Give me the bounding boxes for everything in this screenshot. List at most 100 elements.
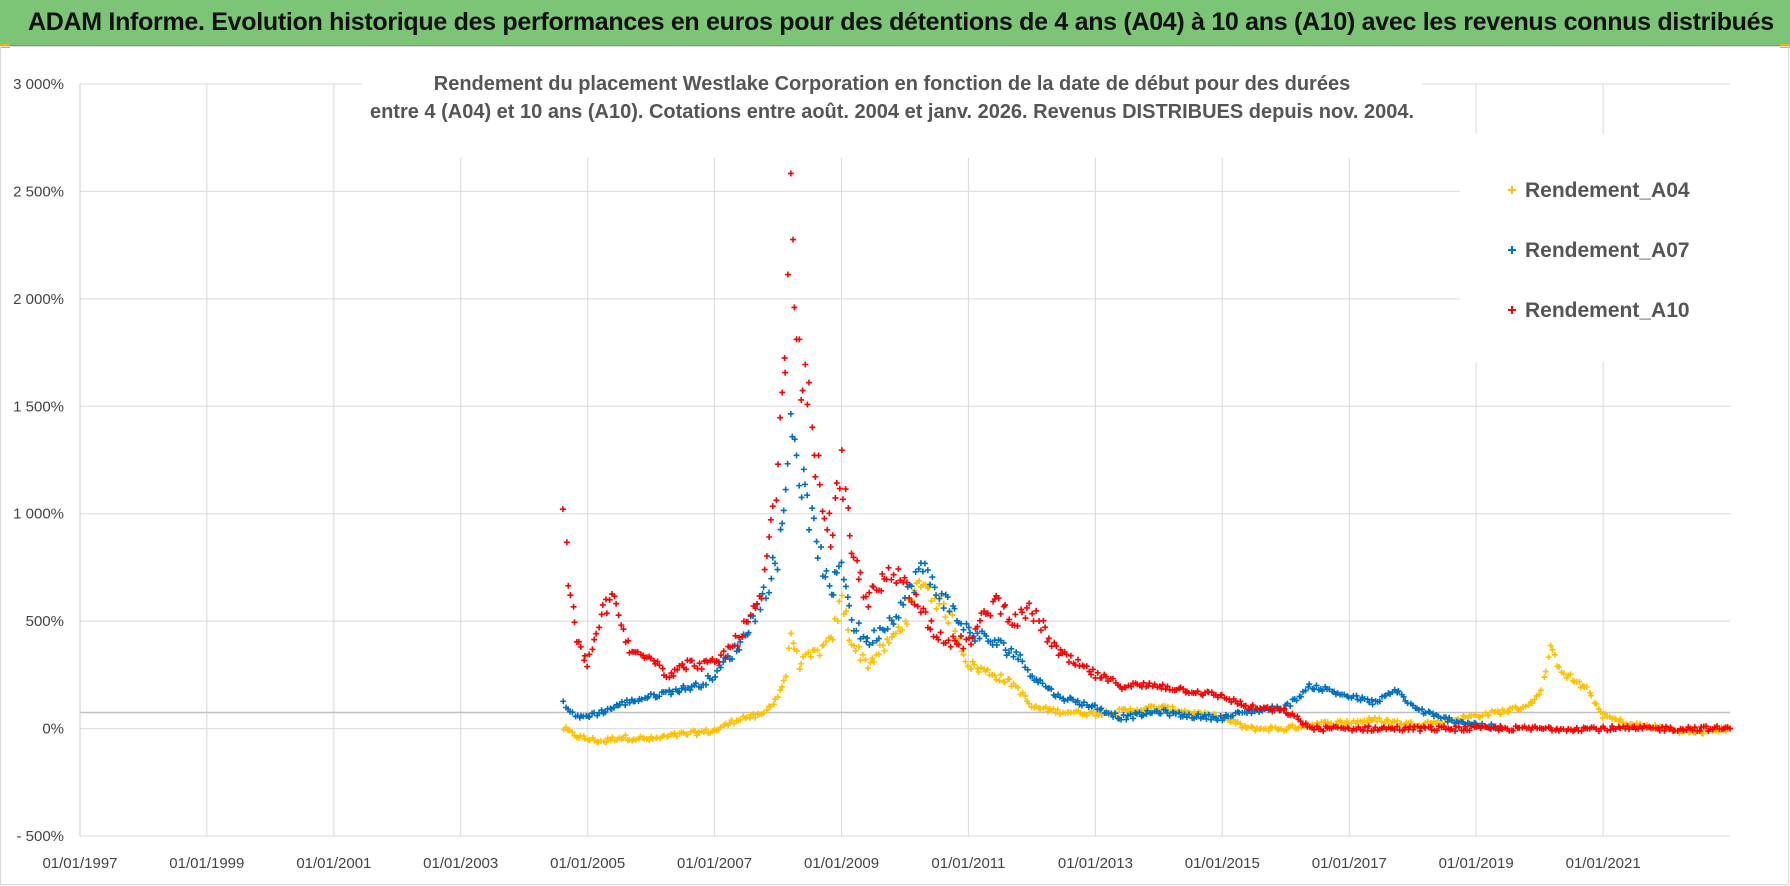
- data-point: [760, 584, 767, 591]
- data-point: [611, 593, 618, 600]
- data-point: [1427, 723, 1434, 730]
- data-point: [1112, 710, 1119, 717]
- data-point: [842, 486, 849, 493]
- y-tick-label: 0%: [42, 721, 64, 738]
- data-point: [854, 557, 861, 564]
- data-point: [788, 630, 795, 637]
- data-point: [1026, 600, 1033, 607]
- data-point: [798, 396, 805, 403]
- data-point: [1626, 726, 1633, 733]
- data-point: [747, 612, 754, 619]
- data-point: [1230, 716, 1237, 723]
- data-point: [960, 626, 967, 633]
- data-point: [1075, 707, 1082, 714]
- data-point: [1362, 724, 1369, 731]
- data-point: [921, 560, 928, 567]
- data-point: [946, 608, 953, 615]
- data-point: [829, 532, 836, 539]
- data-point: [1157, 710, 1164, 717]
- data-point: [1495, 727, 1502, 734]
- data-point: [779, 683, 786, 690]
- data-point: [599, 601, 606, 608]
- data-point: [1033, 703, 1040, 710]
- data-point: [971, 638, 978, 645]
- y-tick-label: 1 500%: [13, 398, 64, 415]
- data-point: [1391, 718, 1398, 725]
- data-point: [1294, 713, 1301, 720]
- data-point: [598, 707, 605, 714]
- data-point: [1319, 687, 1326, 694]
- data-point: [618, 622, 625, 629]
- data-point: [878, 587, 885, 594]
- data-point: [823, 567, 830, 574]
- data-point: [890, 621, 897, 628]
- data-point: [659, 665, 666, 672]
- data-point: [938, 590, 945, 597]
- data-point: [737, 638, 744, 645]
- data-point: [823, 638, 830, 645]
- data-point: [906, 594, 913, 601]
- data-point: [933, 605, 940, 612]
- data-point: [1434, 727, 1441, 734]
- data-point: [1140, 712, 1147, 719]
- x-tick-label: 01/01/2021: [1566, 855, 1641, 872]
- data-point: [1045, 635, 1052, 642]
- data-point: [848, 616, 855, 623]
- data-point: [920, 605, 927, 612]
- data-point: [739, 633, 746, 640]
- data-point: [1094, 669, 1101, 676]
- data-point: [1277, 706, 1284, 713]
- data-point: [1385, 717, 1392, 724]
- data-point: [1609, 723, 1616, 730]
- data-point: [779, 389, 786, 396]
- data-point: [717, 724, 724, 731]
- data-point: [820, 642, 827, 649]
- data-point: [949, 611, 956, 618]
- data-point: [870, 659, 877, 666]
- data-point: [602, 739, 609, 746]
- data-point: [968, 641, 975, 648]
- data-point: [1492, 723, 1499, 730]
- data-point: [814, 555, 821, 562]
- data-point: [975, 669, 982, 676]
- data-point: [752, 714, 759, 721]
- data-point: [899, 626, 906, 633]
- data-point: [1297, 693, 1304, 700]
- data-point: [969, 634, 976, 641]
- data-point: [1033, 607, 1040, 614]
- data-point: [860, 633, 867, 640]
- data-point: [812, 473, 819, 480]
- data-point: [1006, 649, 1013, 656]
- data-point: [761, 566, 768, 573]
- data-point: [1551, 651, 1558, 658]
- data-point: [1313, 682, 1320, 689]
- data-point: [895, 566, 902, 573]
- data-point: [892, 630, 899, 637]
- data-point: [1074, 656, 1081, 663]
- data-point: [1002, 647, 1009, 654]
- data-point: [715, 658, 722, 665]
- series-Rendement_A07: [560, 410, 1506, 732]
- data-point: [964, 663, 971, 670]
- data-point: [1221, 715, 1228, 722]
- y-tick-label: 2 500%: [13, 183, 64, 200]
- data-point: [698, 665, 705, 672]
- data-point: [842, 583, 849, 590]
- data-point: [784, 460, 791, 467]
- data-point: [1019, 689, 1026, 696]
- data-point: [1612, 726, 1619, 733]
- data-point: [804, 401, 811, 408]
- data-point: [810, 515, 817, 522]
- data-point: [777, 414, 784, 421]
- data-point: [571, 619, 578, 626]
- data-point: [1364, 719, 1371, 726]
- data-point: [772, 560, 779, 567]
- data-point: [848, 550, 855, 557]
- data-point: [560, 698, 567, 705]
- data-point: [1547, 642, 1554, 649]
- data-point: [625, 637, 632, 644]
- data-point: [769, 554, 776, 561]
- data-point: [722, 654, 729, 661]
- data-point: [1542, 725, 1549, 732]
- data-point: [1091, 702, 1098, 709]
